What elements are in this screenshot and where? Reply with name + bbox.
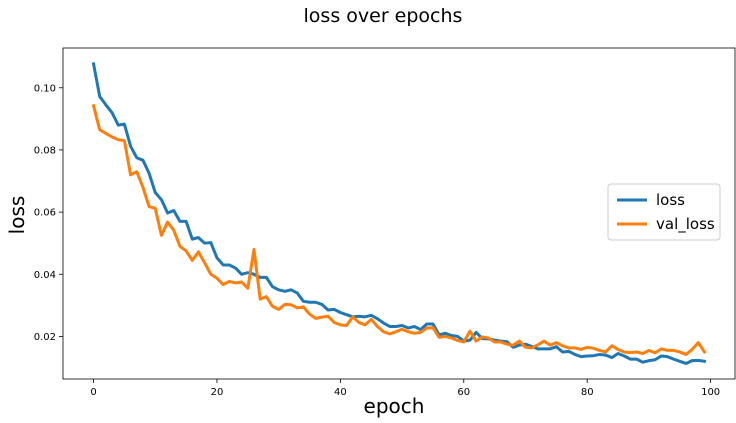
legend-label-loss: loss [656,191,685,209]
y-tick-label: 0.06 [34,208,56,219]
x-tick-label: 20 [211,387,224,398]
legend: loss val_loss [607,183,721,241]
series-line-loss [91,62,707,365]
x-tick-label: 60 [457,387,470,398]
y-axis-label: loss [5,196,29,235]
x-tick-label: 100 [701,387,720,398]
chart-title: loss over epochs [304,5,463,27]
x-tick-label: 0 [90,387,96,398]
x-tick-label: 80 [581,387,594,398]
legend-label-val-loss: val_loss [656,215,715,234]
x-tick-label: 40 [334,387,347,398]
plot-area: 0 20 40 60 80 100 0.02 0.04 0.06 0.08 0.10 [34,47,736,398]
y-tick-label: 0.10 [34,83,56,94]
x-axis-label: epoch [364,394,425,418]
y-tick-label: 0.04 [34,270,56,281]
legend-frame [607,183,721,241]
y-tick-label: 0.08 [34,145,56,156]
axes-frame [62,47,736,380]
series-line-val-loss [91,103,707,356]
y-tick-label: 0.02 [34,332,56,343]
